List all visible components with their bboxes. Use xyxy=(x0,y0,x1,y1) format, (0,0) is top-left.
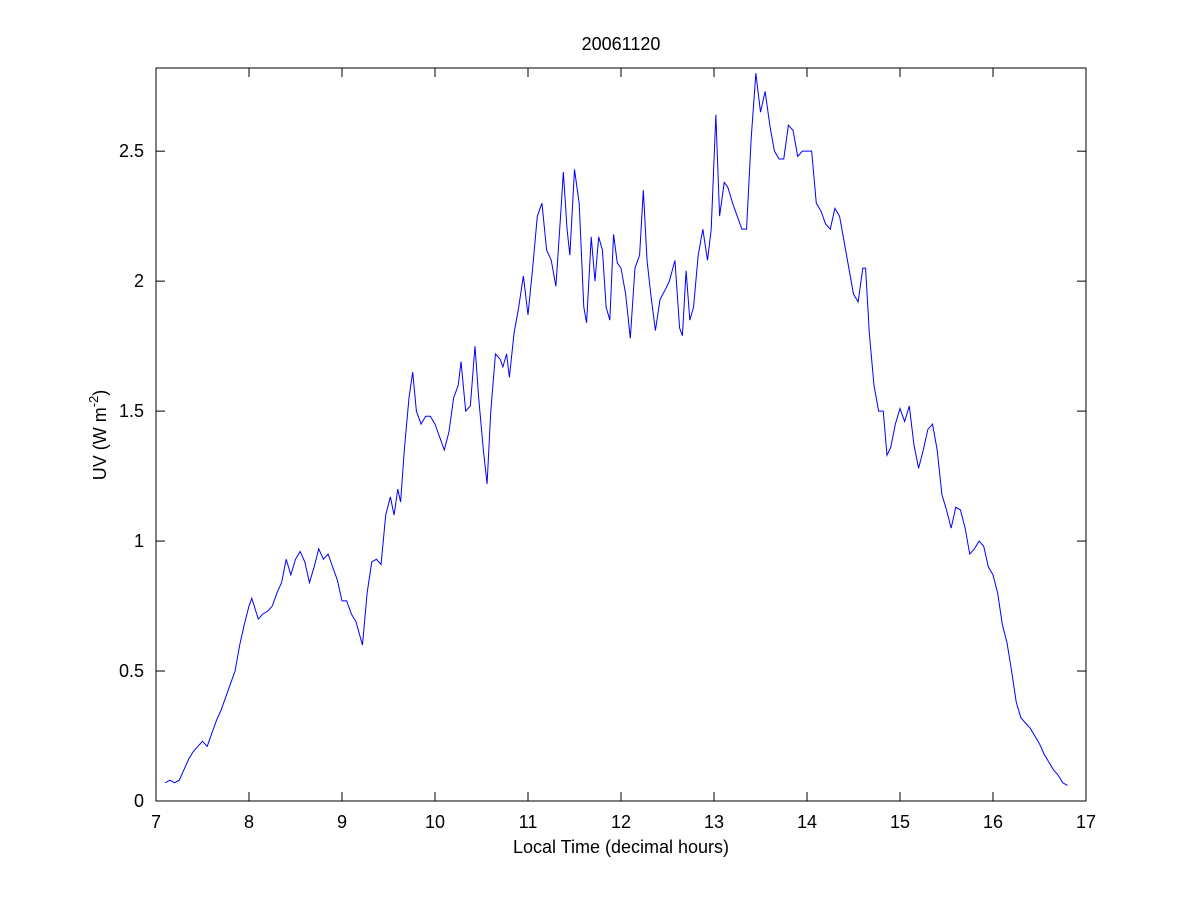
x-tick-label: 10 xyxy=(425,812,445,832)
x-tick-label: 8 xyxy=(244,812,254,832)
x-tick-label: 11 xyxy=(519,812,538,832)
y-label-text: UV (W m xyxy=(90,407,110,480)
x-tick-label: 13 xyxy=(704,812,724,832)
y-tick-label: 0.5 xyxy=(119,661,144,681)
x-tick-label: 14 xyxy=(797,812,817,832)
x-axis-label: Local Time (decimal hours) xyxy=(513,837,729,857)
x-tick-label: 15 xyxy=(890,812,910,832)
x-tick-label: 17 xyxy=(1076,812,1096,832)
y-label-superscript: -2 xyxy=(86,396,101,408)
x-tick-label: 9 xyxy=(337,812,347,832)
chart-title: 20061120 xyxy=(582,34,661,54)
y-label-suffix: ) xyxy=(90,390,110,396)
y-tick-label: 2 xyxy=(134,271,144,291)
x-tick-label: 16 xyxy=(983,812,1003,832)
data-line xyxy=(165,73,1068,786)
x-tick-label: 7 xyxy=(151,812,161,832)
y-tick-label: 2.5 xyxy=(119,141,144,161)
y-tick-label: 0 xyxy=(134,791,144,811)
y-tick-label: 1 xyxy=(134,531,144,551)
y-tick-label: 1.5 xyxy=(119,401,144,421)
axes-box xyxy=(155,67,1087,802)
x-tick-label: 12 xyxy=(611,812,631,832)
y-axis-label: UV (W m-2) xyxy=(86,390,110,481)
